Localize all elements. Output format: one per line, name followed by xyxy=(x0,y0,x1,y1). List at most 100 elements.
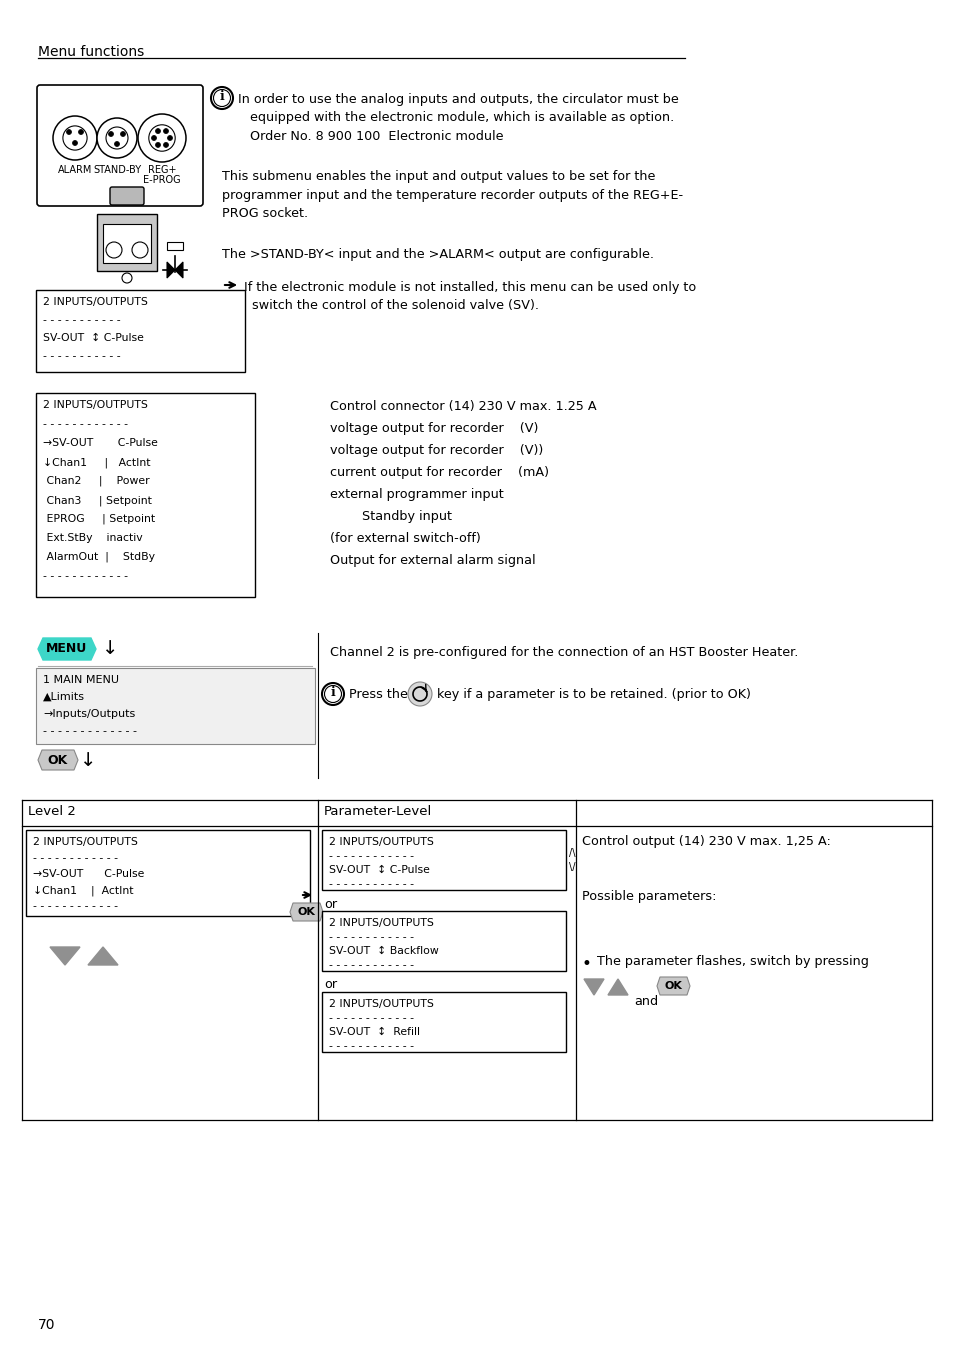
FancyBboxPatch shape xyxy=(167,242,183,250)
Text: - - - - - - - - - - - -: - - - - - - - - - - - - xyxy=(33,901,118,911)
Text: ↓: ↓ xyxy=(102,639,118,658)
Text: 2 INPUTS/OUTPUTS: 2 INPUTS/OUTPUTS xyxy=(329,998,434,1009)
FancyBboxPatch shape xyxy=(103,224,151,263)
Text: OK: OK xyxy=(48,754,68,766)
FancyBboxPatch shape xyxy=(36,667,314,744)
Text: REG+: REG+ xyxy=(148,165,176,176)
Text: ▲Limits: ▲Limits xyxy=(43,692,85,703)
Circle shape xyxy=(408,682,432,707)
Text: Control output (14) 230 V max. 1,25 A:: Control output (14) 230 V max. 1,25 A: xyxy=(581,835,830,848)
FancyBboxPatch shape xyxy=(36,290,245,372)
Text: ↓Chan1    |  ActInt: ↓Chan1 | ActInt xyxy=(33,885,133,896)
Text: voltage output for recorder    (V)): voltage output for recorder (V)) xyxy=(330,444,542,457)
Circle shape xyxy=(163,142,169,147)
Polygon shape xyxy=(607,979,627,994)
Text: MENU: MENU xyxy=(47,643,88,655)
Text: - - - - - - - - - - -: - - - - - - - - - - - xyxy=(43,351,120,361)
Text: - - - - - - - - - - - -: - - - - - - - - - - - - xyxy=(329,1013,414,1023)
FancyBboxPatch shape xyxy=(37,85,203,205)
Circle shape xyxy=(324,685,341,703)
Text: The >STAND-BY< input and the >ALARM< output are configurable.: The >STAND-BY< input and the >ALARM< out… xyxy=(222,249,654,261)
Circle shape xyxy=(114,142,119,146)
Text: →SV-OUT      C-Pulse: →SV-OUT C-Pulse xyxy=(33,869,144,880)
Text: This submenu enables the input and output values to be set for the
programmer in: This submenu enables the input and outpu… xyxy=(222,170,682,220)
Circle shape xyxy=(322,684,344,705)
Circle shape xyxy=(109,131,113,136)
Text: →Inputs/Outputs: →Inputs/Outputs xyxy=(43,709,135,719)
Circle shape xyxy=(72,141,77,146)
Text: Output for external alarm signal: Output for external alarm signal xyxy=(330,554,535,567)
Circle shape xyxy=(78,130,84,135)
Text: SV-OUT  ↕  Refill: SV-OUT ↕ Refill xyxy=(329,1027,419,1038)
Text: 2 INPUTS/OUTPUTS: 2 INPUTS/OUTPUTS xyxy=(329,838,434,847)
Text: key if a parameter is to be retained. (prior to OK): key if a parameter is to be retained. (p… xyxy=(436,688,750,701)
Text: 70: 70 xyxy=(38,1319,55,1332)
Circle shape xyxy=(53,116,97,159)
Text: Ext.StBy    inactiv: Ext.StBy inactiv xyxy=(43,534,143,543)
Text: 2 INPUTS/OUTPUTS: 2 INPUTS/OUTPUTS xyxy=(43,297,148,307)
Text: - - - - - - - - - - - - -: - - - - - - - - - - - - - xyxy=(43,725,137,736)
Text: 2 INPUTS/OUTPUTS: 2 INPUTS/OUTPUTS xyxy=(43,400,148,409)
Text: or: or xyxy=(324,978,336,992)
Text: Menu functions: Menu functions xyxy=(38,45,144,59)
Polygon shape xyxy=(88,947,118,965)
Polygon shape xyxy=(38,750,78,770)
Text: Chan3     | Setpoint: Chan3 | Setpoint xyxy=(43,494,152,505)
Circle shape xyxy=(122,273,132,282)
Text: OK: OK xyxy=(296,907,314,917)
Circle shape xyxy=(120,131,126,136)
Text: \/: \/ xyxy=(568,862,575,871)
FancyBboxPatch shape xyxy=(110,186,144,205)
Text: Standby input: Standby input xyxy=(330,509,452,523)
Text: - - - - - - - - - - - -: - - - - - - - - - - - - xyxy=(329,1042,414,1051)
Text: •: • xyxy=(581,955,591,973)
Circle shape xyxy=(163,128,169,134)
Polygon shape xyxy=(50,947,80,965)
Text: Level 2: Level 2 xyxy=(28,805,76,817)
Circle shape xyxy=(63,126,87,150)
Circle shape xyxy=(152,135,156,141)
Text: 2 INPUTS/OUTPUTS: 2 INPUTS/OUTPUTS xyxy=(33,838,138,847)
Text: (for external switch-off): (for external switch-off) xyxy=(330,532,480,544)
Text: Press the: Press the xyxy=(349,688,408,701)
Text: 1 MAIN MENU: 1 MAIN MENU xyxy=(43,676,119,685)
Text: SV-OUT  ↕ C-Pulse: SV-OUT ↕ C-Pulse xyxy=(43,332,144,343)
Text: - - - - - - - - - - - -: - - - - - - - - - - - - xyxy=(43,419,128,430)
Text: and: and xyxy=(634,994,658,1008)
Circle shape xyxy=(132,242,148,258)
Text: ↓: ↓ xyxy=(80,751,96,770)
Text: Parameter-Level: Parameter-Level xyxy=(324,805,432,817)
Text: If the electronic module is not installed, this menu can be used only to
  switc: If the electronic module is not installe… xyxy=(244,281,696,312)
Circle shape xyxy=(211,86,233,109)
Text: STAND-BY: STAND-BY xyxy=(92,165,141,176)
Text: external programmer input: external programmer input xyxy=(330,488,503,501)
Circle shape xyxy=(106,242,122,258)
Polygon shape xyxy=(290,902,323,921)
Text: OK: OK xyxy=(663,981,681,992)
Polygon shape xyxy=(657,977,689,994)
Circle shape xyxy=(97,118,137,158)
Circle shape xyxy=(67,130,71,135)
FancyBboxPatch shape xyxy=(322,911,565,971)
Text: or: or xyxy=(324,898,336,911)
Text: - - - - - - - - - - - -: - - - - - - - - - - - - xyxy=(43,571,128,581)
Circle shape xyxy=(213,89,231,107)
Circle shape xyxy=(168,135,172,141)
Circle shape xyxy=(149,124,175,151)
Text: In order to use the analog inputs and outputs, the circulator must be
   equippe: In order to use the analog inputs and ou… xyxy=(237,93,678,143)
FancyBboxPatch shape xyxy=(26,830,310,916)
Text: →SV-OUT       C-Pulse: →SV-OUT C-Pulse xyxy=(43,438,157,449)
Text: - - - - - - - - - - - -: - - - - - - - - - - - - xyxy=(329,851,414,861)
Text: SV-OUT  ↕ C-Pulse: SV-OUT ↕ C-Pulse xyxy=(329,865,430,875)
FancyBboxPatch shape xyxy=(36,393,254,597)
Text: /\: /\ xyxy=(568,848,575,858)
Polygon shape xyxy=(583,979,603,994)
Text: 2 INPUTS/OUTPUTS: 2 INPUTS/OUTPUTS xyxy=(329,917,434,928)
Text: Channel 2 is pre-configured for the connection of an HST Booster Heater.: Channel 2 is pre-configured for the conn… xyxy=(330,646,798,659)
Text: The parameter flashes, switch by pressing: The parameter flashes, switch by pressin… xyxy=(597,955,868,969)
Text: - - - - - - - - - - - -: - - - - - - - - - - - - xyxy=(329,961,414,970)
Text: ↓Chan1     |   ActInt: ↓Chan1 | ActInt xyxy=(43,457,151,467)
Text: Control connector (14) 230 V max. 1.25 A: Control connector (14) 230 V max. 1.25 A xyxy=(330,400,596,413)
Text: Possible parameters:: Possible parameters: xyxy=(581,890,716,902)
Text: i: i xyxy=(219,91,224,104)
